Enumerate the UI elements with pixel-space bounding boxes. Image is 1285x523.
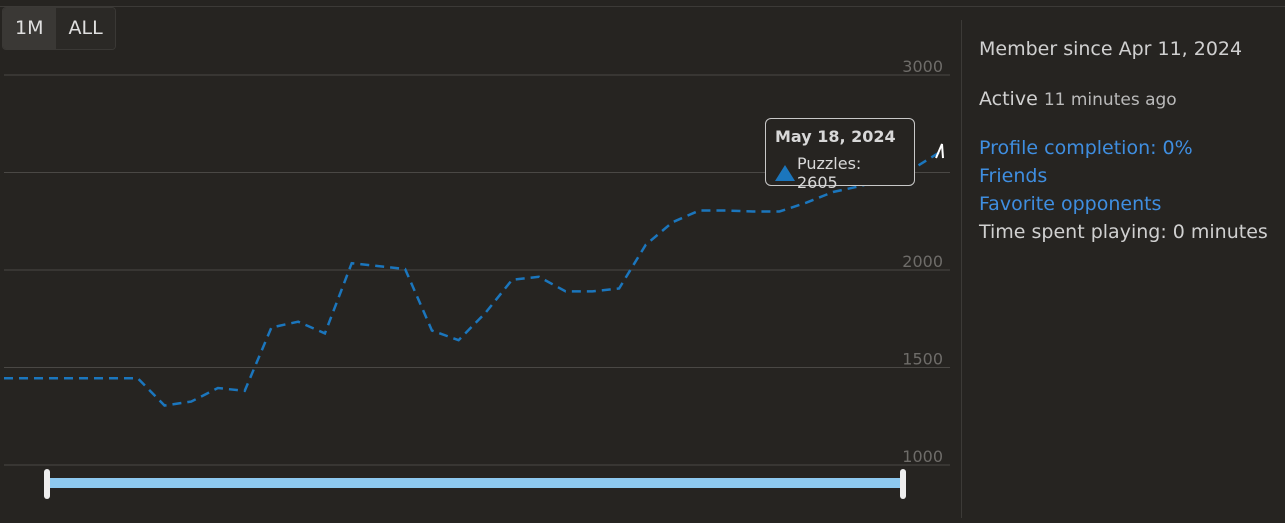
data-point: [803, 200, 809, 206]
rating-chart: 1000 1500 2000 3000: [1, 57, 950, 499]
data-point: [509, 277, 515, 283]
data-point: [402, 266, 408, 272]
range-1m-button[interactable]: 1M: [3, 8, 56, 49]
vertical-divider: [961, 20, 962, 518]
data-point: [242, 388, 248, 394]
data-point: [589, 288, 595, 294]
tooltip-row: Puzzles: 2605: [775, 154, 905, 192]
data-point: [135, 375, 141, 381]
tooltip-date: May 18, 2024: [775, 127, 896, 146]
data-point: [375, 263, 381, 269]
data-point: [188, 399, 194, 405]
data-point: [54, 375, 60, 381]
active-status: Active 11 minutes ago: [979, 88, 1177, 110]
data-point: [670, 219, 676, 225]
y-tick-label: 1000: [902, 447, 943, 466]
range-slider-track[interactable]: [48, 478, 903, 488]
data-point: [215, 385, 221, 391]
y-tick-label: 2000: [902, 252, 943, 271]
data-point: [349, 260, 355, 266]
active-label: Active: [979, 88, 1038, 110]
puzzle-triangle-icon: [775, 165, 795, 181]
data-point: [456, 337, 462, 343]
data-point: [696, 208, 702, 214]
data-point: [643, 242, 649, 248]
data-point: [723, 208, 729, 214]
data-point: [536, 274, 542, 280]
data-point: [616, 286, 622, 292]
range-selector: 1M ALL: [2, 7, 116, 50]
data-point: [322, 330, 328, 336]
data-point: [161, 403, 167, 409]
friends-link[interactable]: Friends: [979, 165, 1048, 187]
series-line-puzzles: [4, 150, 941, 407]
active-time: 11 minutes ago: [1043, 90, 1177, 110]
y-tick-label: 3000: [902, 57, 943, 76]
data-point: [28, 375, 34, 381]
top-border: [0, 0, 1285, 7]
data-point: [429, 327, 435, 333]
member-since: Member since Apr 11, 2024: [979, 38, 1243, 60]
data-point: [482, 310, 488, 316]
data-point: [108, 375, 114, 381]
data-point: [268, 325, 274, 331]
range-slider-left-handle[interactable]: [44, 469, 50, 499]
profile-completion-link[interactable]: Profile completion: 0%: [979, 137, 1193, 159]
tooltip-series-value: Puzzles: 2605: [797, 154, 862, 192]
data-point: [295, 319, 301, 325]
data-point: [563, 288, 569, 294]
favorite-opponents-link[interactable]: Favorite opponents: [979, 193, 1162, 215]
data-point: [81, 375, 87, 381]
range-slider[interactable]: [44, 469, 906, 499]
chart-tooltip: May 18, 2024 Puzzles: 2605: [765, 118, 915, 192]
data-point: [777, 209, 783, 215]
data-point: [1, 375, 7, 381]
data-point: [750, 209, 756, 215]
range-slider-right-handle[interactable]: [900, 469, 906, 499]
y-tick-label: 1500: [902, 350, 943, 369]
time-spent-playing: Time spent playing: 0 minutes: [979, 221, 1268, 243]
range-all-button[interactable]: ALL: [55, 8, 115, 49]
hovered-point-marker: [935, 143, 944, 159]
